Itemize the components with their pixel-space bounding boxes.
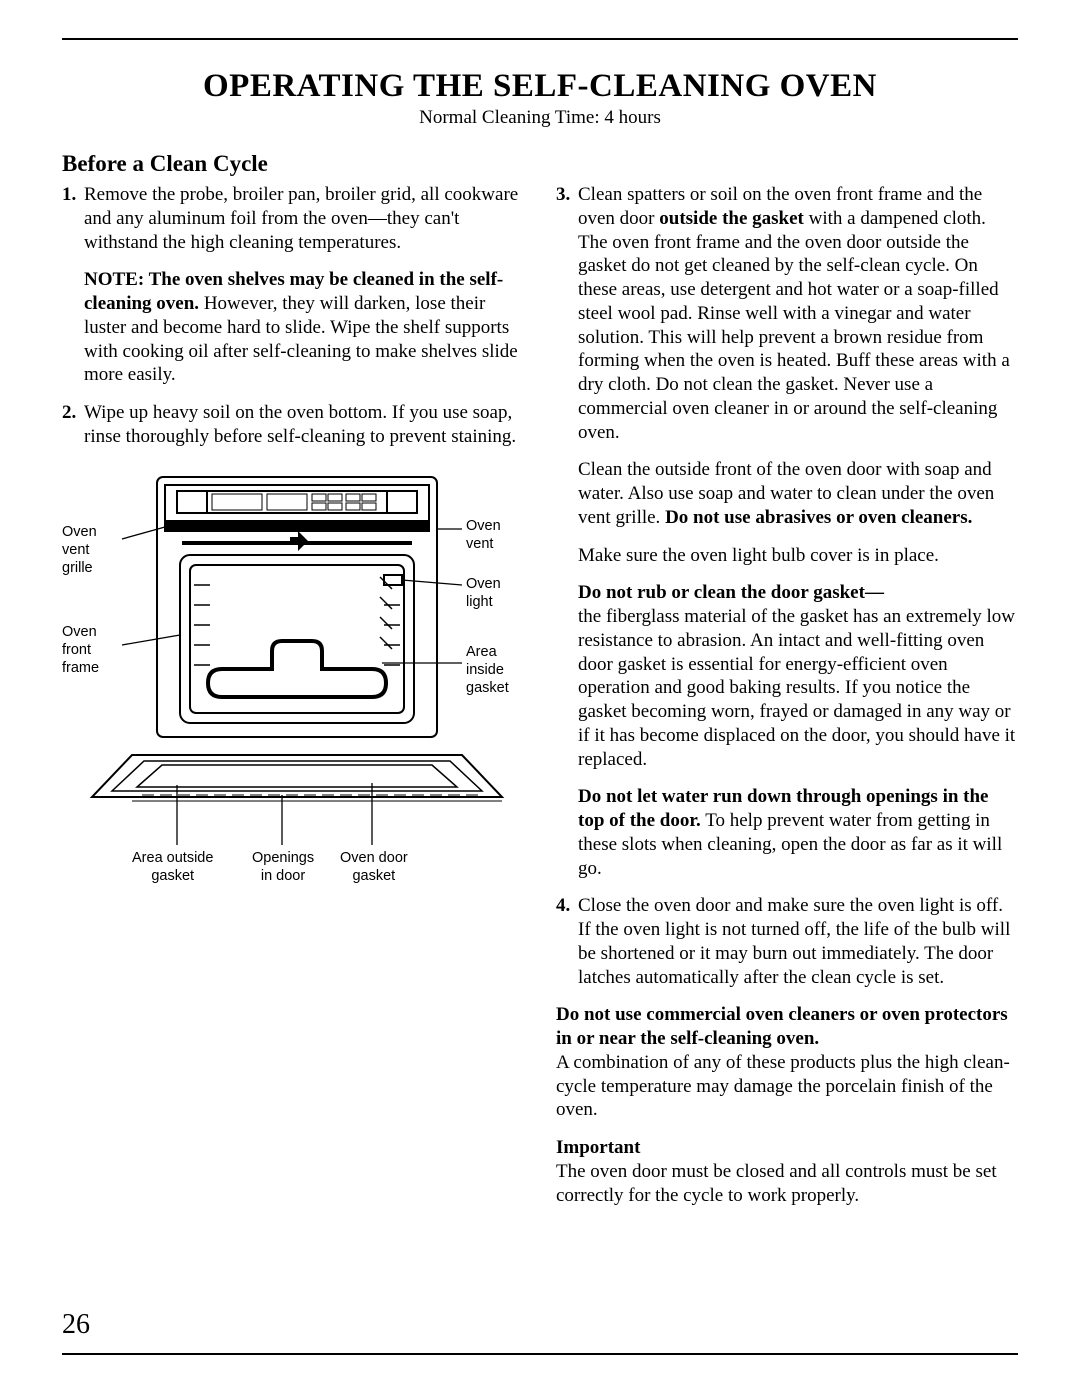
cleaners-bold: Do not use commercial oven cleaners or o… [556,1004,1008,1049]
right-column: 3. Clean spatters or soil on the oven fr… [556,183,1018,1221]
item3-number: 3. [556,183,578,444]
item2-text: Wipe up heavy soil on the oven bottom. I… [84,401,532,449]
gasket-text: the fiberglass material of the gasket ha… [578,606,1015,770]
page-root: OPERATING THE SELF-CLEANING OVEN Normal … [0,0,1080,1397]
bottom-rule [62,1353,1018,1355]
label-area-outside-gasket: Area outside gasket [132,849,213,885]
item4-number: 4. [556,894,578,989]
item2-number: 2. [62,401,84,449]
label-area-inside-gasket: Area inside gasket [466,643,509,697]
label-oven-vent: Oven vent [466,517,501,553]
list-item-1: 1. Remove the probe, broiler pan, broile… [62,183,532,254]
para-bulb: Make sure the oven light bulb cover is i… [578,544,1018,568]
two-columns: 1. Remove the probe, broiler pan, broile… [62,183,1018,1221]
item1-text: Remove the probe, broiler pan, broiler g… [84,183,532,254]
page-title: OPERATING THE SELF-CLEANING OVEN [62,68,1018,105]
label-oven-door-gasket: Oven door gasket [340,849,408,885]
cleaners-text: A combination of any of these products p… [556,1052,1010,1121]
item3-text: Clean spatters or soil on the oven front… [578,183,1018,444]
item3-bold1: outside the gasket [659,208,804,229]
para-important: Important The oven door must be closed a… [556,1136,1018,1207]
label-openings-in-door: Openings in door [252,849,314,885]
label-oven-front-frame: Oven front frame [62,623,99,677]
para-water: Do not let water run down through openin… [578,785,1018,880]
item4-text: Close the oven door and make sure the ov… [578,894,1018,989]
left-column: 1. Remove the probe, broiler pan, broile… [62,183,532,1221]
item3-b: with a dampened cloth. The oven front fr… [578,208,1010,443]
para-outside-bold: Do not use abrasives or oven cleaners. [665,507,972,528]
section-heading: Before a Clean Cycle [62,151,1018,177]
important-bold: Important [556,1137,640,1158]
oven-figure: Oven vent grille Oven front frame Oven v… [62,465,532,915]
item1-number: 1. [62,183,84,254]
list-item-2: 2. Wipe up heavy soil on the oven bottom… [62,401,532,449]
note-paragraph: NOTE: The oven shelves may be cleaned in… [84,268,532,387]
top-rule [62,38,1018,40]
para-outside-door: Clean the outside front of the oven door… [578,458,1018,529]
label-oven-vent-grille: Oven vent grille [62,523,97,577]
list-item-4: 4. Close the oven door and make sure the… [556,894,1018,989]
page-subtitle: Normal Cleaning Time: 4 hours [62,107,1018,129]
gasket-bold: Do not rub or clean the door gasket— [578,582,884,603]
para-gasket: Do not rub or clean the door gasket— the… [578,581,1018,771]
para-cleaners: Do not use commercial oven cleaners or o… [556,1003,1018,1122]
label-oven-light: Oven light [466,575,501,611]
list-item-3: 3. Clean spatters or soil on the oven fr… [556,183,1018,444]
page-number: 26 [62,1309,90,1341]
oven-diagram-icon [62,465,532,915]
important-text: The oven door must be closed and all con… [556,1161,997,1206]
